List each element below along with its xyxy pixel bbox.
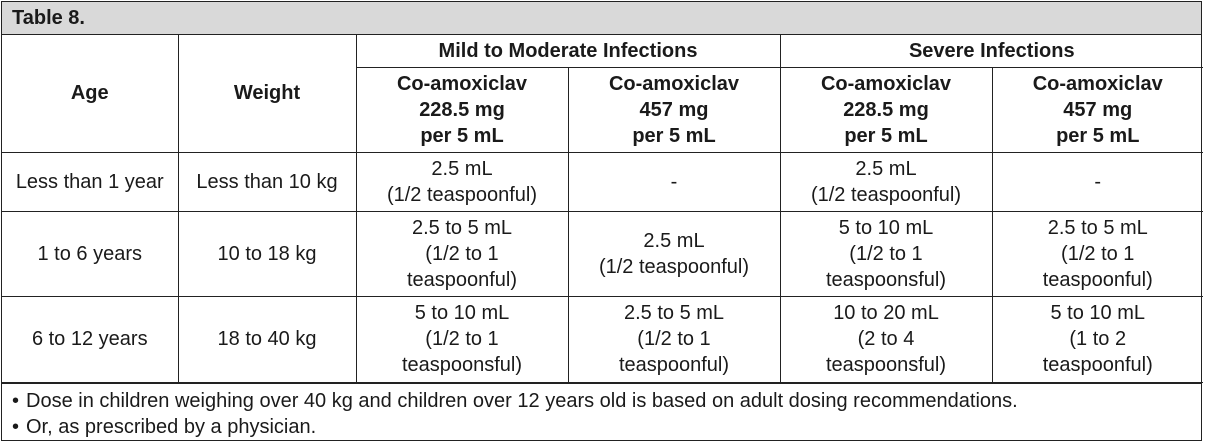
cell-mild-228: 5 to 10 mL (1/2 to 1 teaspoonsful) <box>355 295 569 383</box>
cell-severe-228: 2.5 mL (1/2 teaspoonful) <box>779 151 993 212</box>
cell-mild-228: 2.5 mL (1/2 teaspoonful) <box>355 151 569 212</box>
cell-age: Less than 1 year <box>2 151 179 212</box>
cell-severe-457: - <box>991 151 1203 212</box>
dosage-table: Age Weight Mild to Moderate Infections S… <box>2 35 1203 383</box>
header-age: Age <box>2 35 179 153</box>
table-title: Table 8. <box>2 2 1201 35</box>
note-text: Or, as prescribed by a physician. <box>26 415 317 438</box>
cell-mild-457: 2.5 mL (1/2 teaspoonful) <box>567 210 781 297</box>
header-severe-228: Co-amoxiclav 228.5 mg per 5 mL <box>779 66 993 153</box>
table-row: 1 to 6 years 10 to 18 kg 2.5 to 5 mL (1/… <box>2 210 1203 297</box>
header-group-mild: Mild to Moderate Infections <box>355 35 781 68</box>
cell-weight: 10 to 18 kg <box>177 210 357 297</box>
cell-mild-457: - <box>567 151 781 212</box>
note-item: • Dose in children weighing over 40 kg an… <box>12 388 1201 414</box>
cell-age: 6 to 12 years <box>2 295 179 383</box>
table-notes: • Dose in children weighing over 40 kg an… <box>2 382 1201 440</box>
cell-weight: 18 to 40 kg <box>177 295 357 383</box>
header-weight: Weight <box>177 35 357 153</box>
header-mild-457: Co-amoxiclav 457 mg per 5 mL <box>567 66 781 153</box>
header-severe-457: Co-amoxiclav 457 mg per 5 mL <box>991 66 1203 153</box>
header-row-formulations: Co-amoxiclav 228.5 mg per 5 mL Co-amoxic… <box>2 66 1203 153</box>
table-row: Less than 1 year Less than 10 kg 2.5 mL … <box>2 151 1203 212</box>
header-row-groups: Age Weight Mild to Moderate Infections S… <box>2 35 1203 153</box>
bullet-icon: • <box>12 389 20 412</box>
note-text: Dose in children weighing over 40 kg and… <box>26 389 1018 412</box>
table-row: 6 to 12 years 18 to 40 kg 5 to 10 mL (1/… <box>2 295 1203 383</box>
cell-mild-457: 2.5 to 5 mL (1/2 to 1 teaspoonful) <box>567 295 781 383</box>
header-mild-228: Co-amoxiclav 228.5 mg per 5 mL <box>356 66 569 153</box>
cell-weight: Less than 10 kg <box>177 151 357 212</box>
cell-age: 1 to 6 years <box>2 210 179 297</box>
cell-severe-228: 10 to 20 mL (2 to 4 teaspoonsful) <box>779 295 993 383</box>
header-group-severe: Severe Infections <box>779 35 1203 68</box>
cell-severe-457: 2.5 to 5 mL (1/2 to 1 teaspoonful) <box>991 210 1203 297</box>
cell-severe-228: 5 to 10 mL (1/2 to 1 teaspoonsful) <box>779 210 993 297</box>
cell-severe-457: 5 to 10 mL (1 to 2 teaspoonful) <box>991 295 1203 383</box>
note-item: • Or, as prescribed by a physician. <box>12 414 1201 440</box>
bullet-icon: • <box>12 415 20 438</box>
cell-mild-228: 2.5 to 5 mL (1/2 to 1 teaspoonful) <box>355 210 569 297</box>
